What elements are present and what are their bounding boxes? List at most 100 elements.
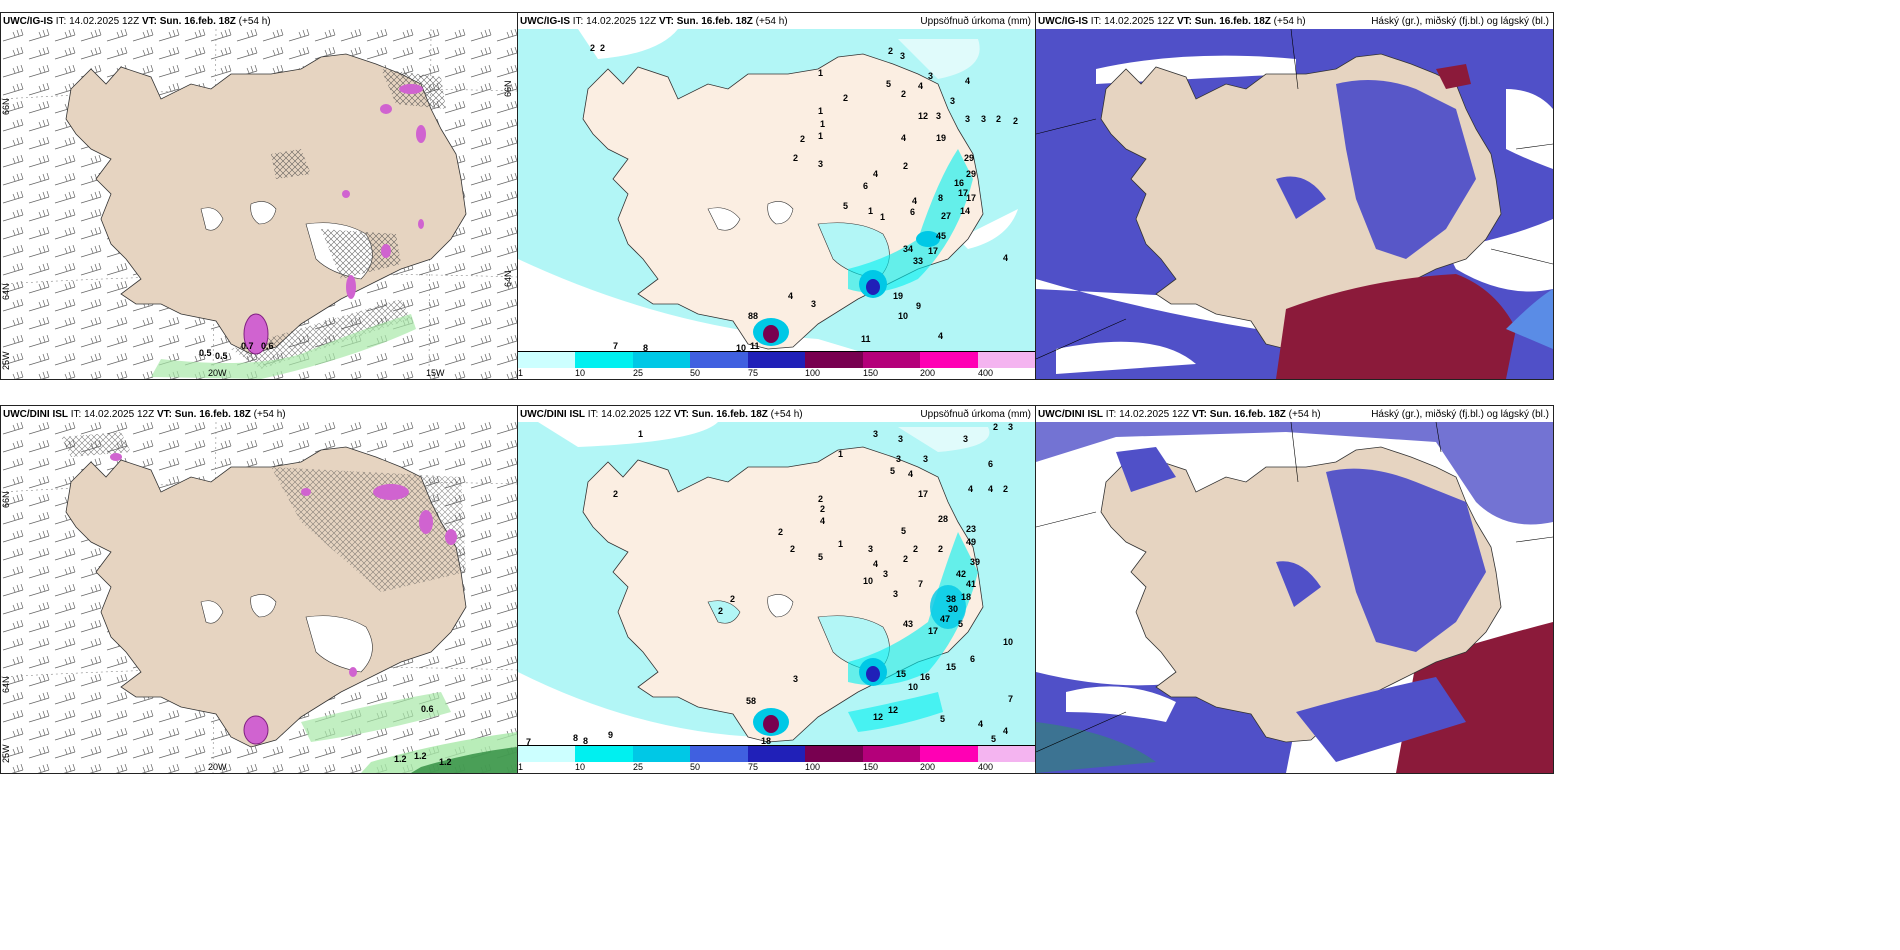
precip-map: 1 1 3 3 3 2 3 3 5 4 3 6 17 4 4 2 2 2 4 5… <box>518 422 1035 745</box>
colorbar-tick: 100 <box>805 762 821 772</box>
wind-map: 66N 64N 25W 66N 64N 20W 15W 0.7 0.6 0.5 … <box>1 29 517 379</box>
precip-value: 2 <box>778 527 783 537</box>
precip-value: 3 <box>923 454 928 464</box>
precip-value: 17 <box>928 626 938 636</box>
precip-value: 9 <box>916 301 921 311</box>
precip-value: 3 <box>898 434 903 444</box>
precip-value: 5 <box>958 619 963 629</box>
precip-value: 88 <box>748 311 758 321</box>
precip-value: 4 <box>938 331 943 341</box>
lead-time: (+54 h) <box>755 16 788 27</box>
cloud-map <box>1036 422 1553 773</box>
wind-map: 66N 64N 25W 20W 0.6 1.2 1.2 1.2 <box>1 422 517 773</box>
precip-value: 19 <box>893 291 903 301</box>
precip-value: 38 <box>946 594 956 604</box>
precip-value: 33 <box>913 256 923 266</box>
value-label: 0.5 <box>199 348 212 358</box>
precip-value: 2 <box>820 504 825 514</box>
model-label: UWC/DINI ISL <box>3 409 68 420</box>
panel-dini-precip: UWC/DINI ISL IT: 14.02.2025 12Z VT: Sun.… <box>517 405 1036 774</box>
colorbar-tick: 1 <box>518 368 524 378</box>
precip-value: 10 <box>898 311 908 321</box>
precip-value: 7 <box>526 737 531 745</box>
value-label: 0.6 <box>261 341 274 351</box>
colorbar-swatch <box>575 745 634 762</box>
precip-value: 2 <box>600 43 605 53</box>
colorbar-swatch <box>863 351 921 368</box>
precip-value: 3 <box>868 544 873 554</box>
precip-value: 3 <box>793 674 798 684</box>
precip-value: 11 <box>861 334 871 344</box>
precip-value: 3 <box>900 51 905 61</box>
lon-label: 20W <box>208 762 227 772</box>
model-label: UWC/DINI ISL <box>1038 409 1103 420</box>
precip-value: 28 <box>938 514 948 524</box>
precip-value: 1 <box>638 429 643 439</box>
panel-subtitle: Háský (gr.), miðský (fj.bl.) og lágský (… <box>1371 16 1549 27</box>
panel-title: UWC/DINI ISL IT: 14.02.2025 12Z VT: Sun.… <box>3 409 286 420</box>
value-label: 1.2 <box>394 754 407 764</box>
init-time: IT: 14.02.2025 12Z <box>572 16 657 27</box>
precip-value: 23 <box>966 524 976 534</box>
colorbar-tick: 25 <box>633 368 644 378</box>
panel-dini-cloud: UWC/DINI ISL IT: 14.02.2025 12Z VT: Sun.… <box>1035 405 1554 774</box>
precip-value: 10 <box>736 343 746 351</box>
lat-label: 64N <box>1 676 11 693</box>
precip-value: 18 <box>961 592 971 602</box>
precip-value: 3 <box>873 429 878 439</box>
precip-value: 6 <box>970 654 975 664</box>
colorbar-tick: 1 <box>518 762 524 772</box>
panel-dini-wind: UWC/DINI ISL IT: 14.02.2025 12Z VT: Sun.… <box>0 405 518 774</box>
precip-value: 9 <box>608 730 613 740</box>
precip-value: 4 <box>978 719 983 729</box>
precip-value: 12 <box>873 712 883 722</box>
precip-value: 2 <box>793 153 798 163</box>
panel-igis-cloud: UWC/IG-IS IT: 14.02.2025 12Z VT: Sun. 16… <box>1035 12 1554 380</box>
colorbar-tick: 200 <box>920 368 936 378</box>
precip-value: 4 <box>918 81 923 91</box>
precip-value: 4 <box>965 76 970 86</box>
precip-value: 39 <box>970 557 980 567</box>
colorbar-tick: 150 <box>863 368 879 378</box>
precip-value: 2 <box>938 544 943 554</box>
precip-value: 5 <box>818 552 823 562</box>
precip-value: 3 <box>963 434 968 444</box>
precip-value: 4 <box>820 516 825 526</box>
precip-value: 3 <box>883 569 888 579</box>
colorbar-tick: 25 <box>633 762 644 772</box>
precip-value: 16 <box>920 672 930 682</box>
precip-value: 43 <box>903 619 913 629</box>
precip-value: 3 <box>893 589 898 599</box>
precip-value: 10 <box>863 576 873 586</box>
valid-time: VT: Sun. 16.feb. 18Z <box>1191 409 1286 420</box>
precip-value: 17 <box>918 489 928 499</box>
precip-value: 4 <box>908 469 913 479</box>
model-label: UWC/IG-IS <box>520 16 570 27</box>
colorbar-swatch <box>748 745 806 762</box>
panel-subtitle: Háský (gr.), miðský (fj.bl.) og lágský (… <box>1371 409 1549 420</box>
lon-label: 20W <box>208 368 227 378</box>
precip-value: 3 <box>981 114 986 124</box>
precip-value: 7 <box>1008 694 1013 704</box>
precip-value: 18 <box>761 736 771 745</box>
value-label: 0.5 <box>215 351 228 361</box>
precip-value: 30 <box>948 604 958 614</box>
precip-value: 2 <box>718 606 723 616</box>
panel-subtitle: Uppsöfnuð úrkoma (mm) <box>920 16 1031 27</box>
precip-value: 2 <box>730 594 735 604</box>
colorbar-tick: 50 <box>690 368 701 378</box>
precip-value: 1 <box>820 119 825 129</box>
precip-value: 6 <box>863 181 868 191</box>
precip-value: 42 <box>956 569 966 579</box>
precip-value: 3 <box>811 299 816 309</box>
panel-title: UWC/IG-IS IT: 14.02.2025 12Z VT: Sun. 16… <box>520 16 788 27</box>
init-time: IT: 14.02.2025 12Z <box>1090 16 1175 27</box>
colorbar-tick: 400 <box>978 762 994 772</box>
valid-time: VT: Sun. 16.feb. 18Z <box>1176 16 1271 27</box>
colorbar-tick: 400 <box>978 368 994 378</box>
precip-value: 3 <box>936 111 941 121</box>
precip-value: 58 <box>746 696 756 706</box>
precip-value: 5 <box>890 466 895 476</box>
init-time: IT: 14.02.2025 12Z <box>1105 409 1190 420</box>
panel-subtitle: Uppsöfnuð úrkoma (mm) <box>920 409 1031 420</box>
